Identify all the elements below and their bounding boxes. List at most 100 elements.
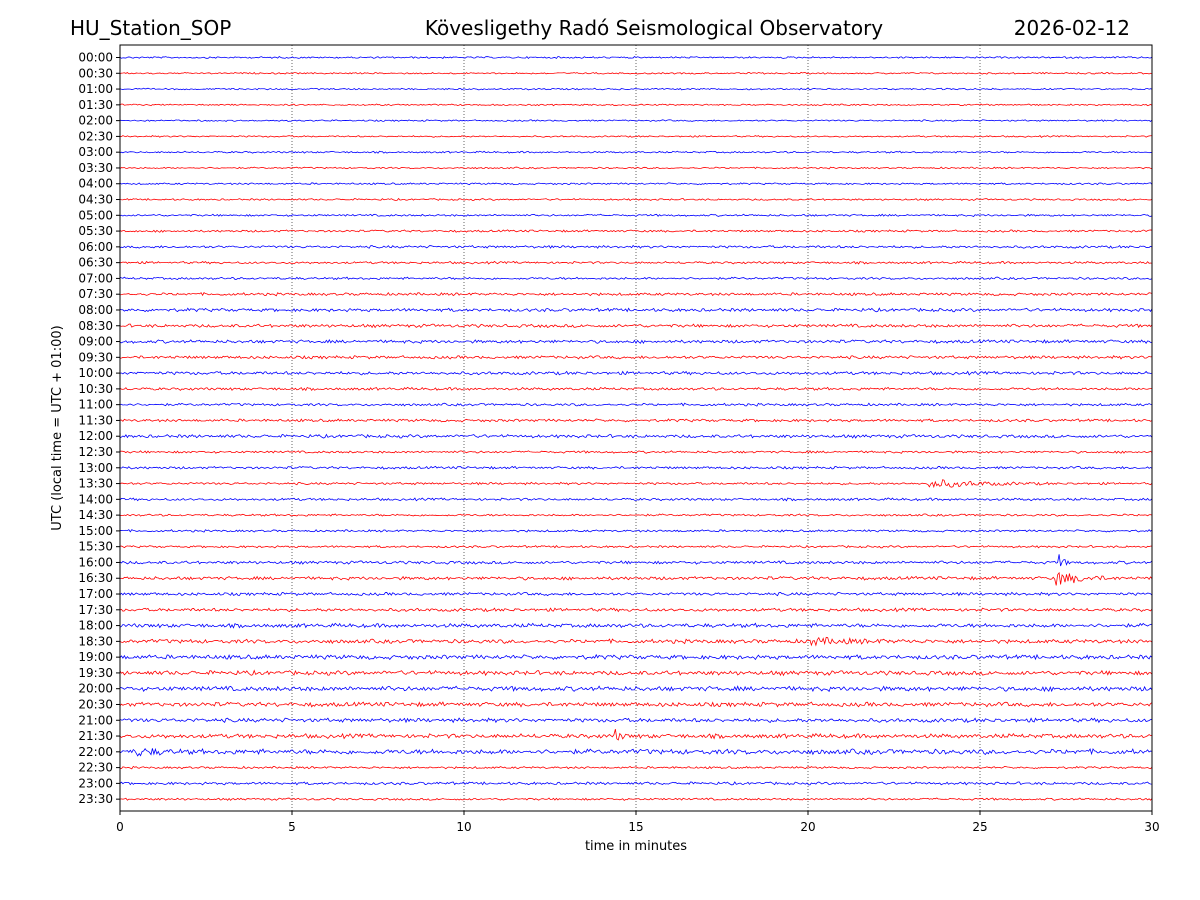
y-tick-label: 01:00 xyxy=(78,82,113,96)
trace-06:00 xyxy=(119,244,1153,249)
trace-23:00 xyxy=(119,781,1153,786)
y-tick-label: 07:30 xyxy=(78,287,113,301)
trace-14:00 xyxy=(119,497,1153,502)
y-tick-label: 11:30 xyxy=(78,413,113,427)
y-tick-label: 21:30 xyxy=(78,729,113,743)
x-axis-label: time in minutes xyxy=(585,839,687,854)
x-tick-label: 0 xyxy=(116,820,124,834)
y-tick-label: 17:30 xyxy=(78,603,113,617)
plot-frame xyxy=(119,44,1153,812)
trace-19:30 xyxy=(119,669,1153,677)
trace-19:00 xyxy=(119,653,1153,661)
x-tick-label: 20 xyxy=(800,820,815,834)
y-tick-label: 23:30 xyxy=(78,792,113,806)
y-tick-label: 01:30 xyxy=(78,98,113,112)
y-tick-label: 05:30 xyxy=(78,224,113,238)
trace-15:00 xyxy=(120,529,1153,533)
y-axis-label: UTC (local time = UTC + 01:00) xyxy=(50,325,65,530)
trace-21:00 xyxy=(119,717,1153,724)
y-tick-label: 00:30 xyxy=(78,66,113,80)
y-tick-label: 05:00 xyxy=(78,208,113,222)
y-tick-label: 13:30 xyxy=(78,477,113,491)
y-tick-label: 02:30 xyxy=(78,129,113,143)
y-tick-label: 12:00 xyxy=(78,429,113,443)
y-tick-label: 07:00 xyxy=(78,271,113,285)
trace-07:30 xyxy=(119,291,1153,297)
trace-18:30 xyxy=(119,636,1153,647)
trace-08:30 xyxy=(119,323,1153,329)
y-tick-label: 14:30 xyxy=(78,508,113,522)
grid-lines xyxy=(291,45,981,811)
trace-01:00 xyxy=(119,87,1153,91)
y-tick-label: 19:30 xyxy=(78,666,113,680)
trace-06:30 xyxy=(119,260,1153,265)
y-tick-label: 12:30 xyxy=(78,445,113,459)
trace-13:00 xyxy=(119,465,1153,470)
x-tick-label: 30 xyxy=(1144,820,1159,834)
trace-03:00 xyxy=(119,150,1153,154)
trace-12:30 xyxy=(119,450,1153,454)
y-tick-label: 03:30 xyxy=(78,161,113,175)
trace-10:00 xyxy=(119,370,1153,376)
trace-04:00 xyxy=(119,182,1153,186)
x-tick-label: 25 xyxy=(972,820,987,834)
y-tick-label: 10:30 xyxy=(78,382,113,396)
trace-23:30 xyxy=(119,797,1153,801)
trace-05:00 xyxy=(119,213,1153,217)
y-tick-label: 04:30 xyxy=(78,193,113,207)
trace-09:30 xyxy=(119,355,1153,360)
trace-04:30 xyxy=(119,197,1153,202)
y-tick-label: 20:00 xyxy=(78,682,113,696)
trace-22:30 xyxy=(119,765,1153,770)
observatory-title: Köveslig­ethy Radó Seismological Observa… xyxy=(424,16,884,40)
y-tick-label: 06:00 xyxy=(78,240,113,254)
y-tick-label: 06:30 xyxy=(78,256,113,270)
y-tick-label: 09:00 xyxy=(78,335,113,349)
y-tick-label: 15:00 xyxy=(78,524,113,538)
trace-10:30 xyxy=(119,386,1153,392)
seismic-traces xyxy=(119,56,1153,801)
y-tick-label: 17:00 xyxy=(78,587,113,601)
trace-21:30 xyxy=(119,729,1153,741)
trace-11:00 xyxy=(119,402,1153,407)
trace-00:30 xyxy=(119,71,1153,75)
trace-09:00 xyxy=(119,338,1153,344)
trace-11:30 xyxy=(119,418,1153,423)
y-tick-label: 11:00 xyxy=(78,398,113,412)
trace-18:00 xyxy=(119,622,1153,629)
trace-05:30 xyxy=(119,229,1153,233)
y-tick-label: 08:30 xyxy=(78,319,113,333)
trace-03:30 xyxy=(119,166,1153,170)
trace-07:00 xyxy=(119,276,1153,281)
y-tick-label: 18:30 xyxy=(78,634,113,648)
trace-17:00 xyxy=(119,591,1153,597)
trace-02:30 xyxy=(119,135,1153,138)
station-name: HU_Station_SOP xyxy=(70,16,232,40)
trace-17:30 xyxy=(119,607,1153,613)
y-tick-label: 19:00 xyxy=(78,650,113,664)
trace-01:30 xyxy=(119,103,1153,107)
y-tick-label: 15:30 xyxy=(78,540,113,554)
trace-02:00 xyxy=(119,119,1153,122)
trace-08:00 xyxy=(119,307,1153,313)
plot-date: 2026-02-12 xyxy=(1013,16,1130,40)
y-tick-label: 10:00 xyxy=(78,366,113,380)
y-tick-label: 22:00 xyxy=(78,745,113,759)
y-tick-label: 22:30 xyxy=(78,761,113,775)
y-tick-label: 09:30 xyxy=(78,350,113,364)
trace-13:30 xyxy=(119,479,1153,489)
x-tick-label: 5 xyxy=(288,820,296,834)
y-tick-label: 04:00 xyxy=(78,177,113,191)
trace-20:00 xyxy=(119,685,1153,693)
x-axis-ticks: 0 5 10 15 20 25 30 xyxy=(116,811,1160,834)
x-tick-label: 10 xyxy=(456,820,471,834)
y-tick-label: 02:00 xyxy=(78,114,113,128)
trace-16:30 xyxy=(119,571,1153,586)
trace-12:00 xyxy=(119,433,1153,439)
y-tick-label: 16:00 xyxy=(78,555,113,569)
y-tick-label: 13:00 xyxy=(78,461,113,475)
y-tick-label: 14:00 xyxy=(78,492,113,506)
trace-16:00 xyxy=(119,554,1153,567)
